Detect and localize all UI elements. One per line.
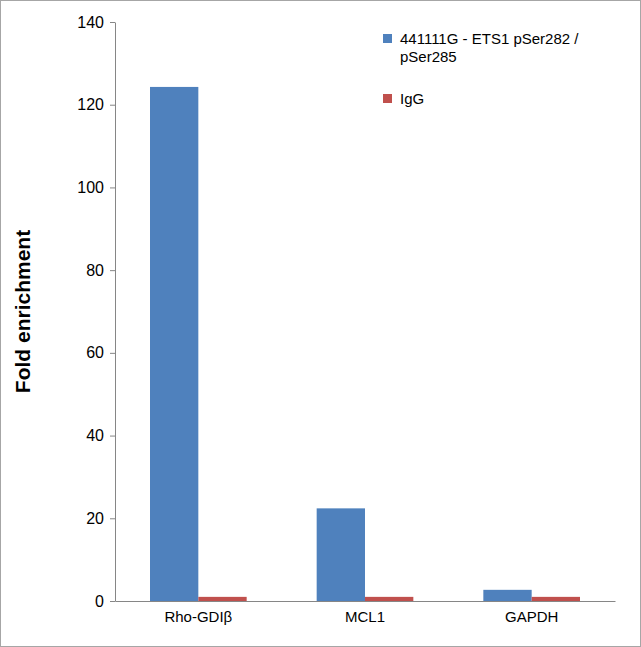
x-axis-line — [116, 601, 616, 602]
y-tick-mark — [110, 105, 115, 106]
bar — [150, 87, 198, 601]
y-tick: 0 — [95, 593, 115, 610]
legend: 441111G - ETS1 pSer282 / pSer285 IgG — [383, 30, 583, 107]
y-tick-label: 20 — [86, 510, 104, 527]
y-tick: 100 — [77, 179, 115, 196]
frame — [1, 1, 641, 647]
legend-swatch — [383, 34, 392, 43]
y-tick-label: 80 — [86, 262, 104, 279]
series-bars — [150, 87, 532, 601]
y-tick-label: 100 — [77, 179, 104, 196]
y-tick-mark — [110, 436, 115, 437]
legend-label: IgG — [400, 90, 424, 107]
y-tick-mark — [110, 270, 115, 271]
bar — [483, 590, 531, 601]
y-tick-mark — [110, 22, 115, 23]
y-tick-mark — [110, 187, 115, 188]
bar — [317, 508, 365, 601]
y-tick: 120 — [77, 96, 115, 113]
y-tick: 140 — [77, 14, 115, 31]
x-tick: MCL1 — [345, 601, 385, 625]
y-tick-mark — [110, 601, 115, 602]
x-tick-label: GAPDH — [505, 608, 558, 625]
y-tick: 60 — [86, 344, 115, 361]
y-axis: 0 20 40 60 80 100 120 140 — [77, 14, 115, 610]
series-bars — [198, 597, 580, 601]
y-tick-mark — [110, 353, 115, 354]
plot: 0 20 40 60 80 100 120 140 Rho-GDIβ MCL1 GAPDH — [77, 14, 615, 625]
y-tick: 20 — [86, 510, 115, 527]
y-tick-label: 0 — [95, 593, 104, 610]
x-tick: GAPDH — [505, 601, 558, 625]
x-axis: Rho-GDIβ MCL1 GAPDH — [116, 601, 616, 625]
y-tick-label: 120 — [77, 96, 104, 113]
y-tick-label: 140 — [77, 14, 104, 31]
y-tick: 40 — [86, 427, 115, 444]
bars — [150, 87, 580, 601]
bar — [365, 597, 413, 601]
y-axis-title: Fold enrichment — [11, 230, 34, 393]
y-axis-line — [115, 23, 116, 602]
legend-label: 441111G - ETS1 pSer282 / pSer285 — [400, 30, 583, 65]
x-tick: Rho-GDIβ — [164, 601, 232, 625]
y-tick-mark — [110, 518, 115, 519]
x-tick-label: Rho-GDIβ — [164, 608, 232, 625]
legend-swatch — [383, 94, 392, 103]
bar — [198, 597, 246, 601]
y-tick-label: 40 — [86, 427, 104, 444]
x-tick-label: MCL1 — [345, 608, 385, 625]
legend-item: 441111G - ETS1 pSer282 / pSer285 — [383, 30, 583, 65]
chart: 0 20 40 60 80 100 120 140 Rho-GDIβ MCL1 GAPDH Fold … — [0, 0, 641, 647]
bar — [532, 597, 580, 601]
y-tick: 80 — [86, 262, 115, 279]
y-tick-label: 60 — [86, 344, 104, 361]
legend-item: IgG — [383, 90, 424, 107]
